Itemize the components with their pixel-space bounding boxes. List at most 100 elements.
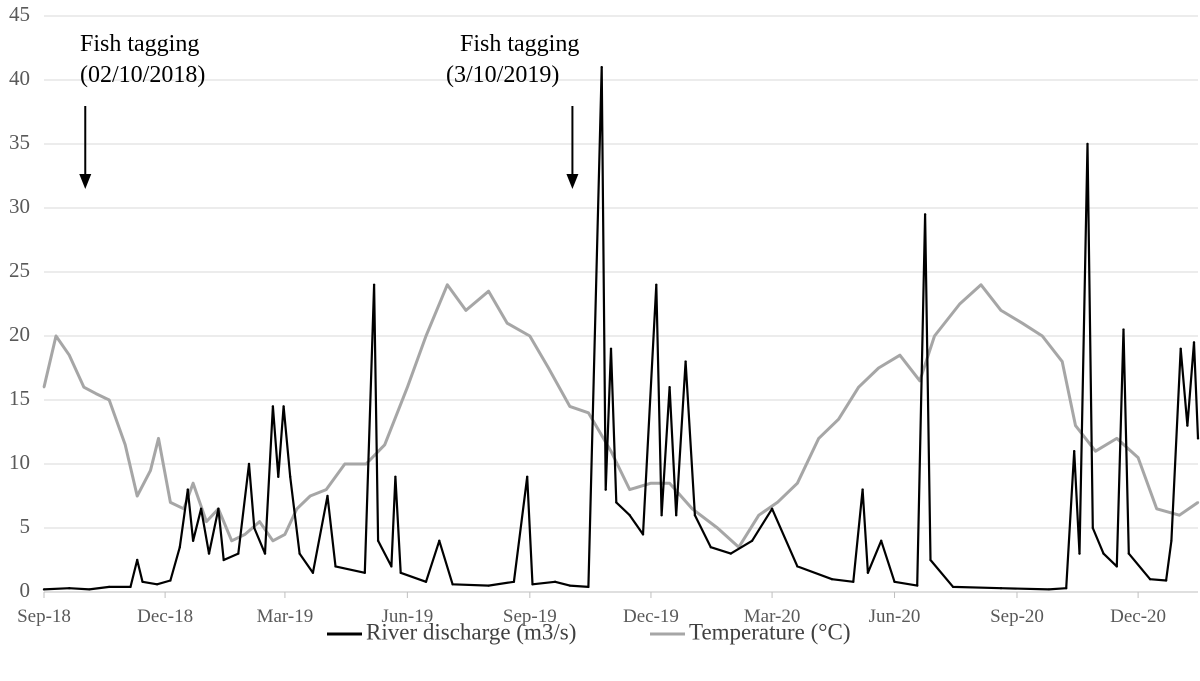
- temperature-point: [528, 334, 531, 338]
- temperature-point: [343, 462, 346, 466]
- annotation-1-line2: (02/10/2018): [80, 62, 205, 88]
- temperature-point: [716, 526, 719, 530]
- discharge-point: [326, 494, 329, 498]
- discharge-point: [830, 578, 834, 581]
- temperature-point: [283, 533, 287, 536]
- discharge-point: [129, 585, 132, 589]
- discharge-point: [553, 580, 557, 583]
- discharge-point: [217, 507, 220, 510]
- temperature-point: [918, 379, 921, 382]
- temperature-point: [325, 488, 328, 491]
- temperature-point: [124, 443, 127, 446]
- temperature-point: [1196, 501, 1200, 504]
- x-tick-label: Sep-20: [990, 606, 1044, 627]
- temperature-point: [230, 539, 233, 542]
- discharge-point: [253, 526, 256, 530]
- temperature-point: [649, 482, 653, 485]
- temperature-point: [108, 398, 111, 402]
- discharge-point: [641, 533, 645, 536]
- annotation-arrowhead-1: [79, 174, 92, 189]
- x-tick-label: Mar-20: [744, 606, 801, 627]
- temperature-point: [506, 322, 509, 325]
- temperature-point: [1074, 424, 1077, 427]
- discharge-point: [880, 539, 883, 542]
- temperature-point: [68, 354, 71, 357]
- discharge-point: [1127, 552, 1131, 555]
- temperature-point: [54, 334, 58, 338]
- discharge-point: [600, 66, 603, 69]
- discharge-point: [1170, 539, 1173, 542]
- x-tick-label: Sep-19: [503, 606, 557, 627]
- discharge-point: [277, 475, 280, 478]
- discharge-point: [186, 488, 189, 491]
- discharge-point: [451, 583, 454, 586]
- annotation-1-line1: Fish tagging: [80, 31, 199, 57]
- discharge-point: [363, 571, 366, 574]
- temperature-point: [568, 405, 571, 408]
- temperature-point: [295, 507, 299, 510]
- discharge-point: [191, 539, 195, 542]
- discharge-point: [512, 580, 516, 583]
- discharge-point: [587, 585, 590, 589]
- discharge-point: [42, 588, 46, 591]
- discharge-point: [222, 558, 225, 562]
- temperature-point: [1155, 507, 1158, 510]
- discharge-point: [660, 514, 663, 517]
- gridlines: [44, 15, 1198, 529]
- discharge-point: [951, 585, 955, 589]
- series-line-discharge: [43, 66, 1200, 591]
- discharge-point: [628, 514, 631, 517]
- discharge-point: [999, 587, 1003, 590]
- discharge-point: [770, 507, 774, 510]
- temperature-point: [406, 386, 409, 389]
- temperature-point: [1178, 514, 1181, 517]
- temperature-point: [609, 450, 613, 453]
- y-tick-label: 35: [9, 130, 30, 154]
- temperature-point: [837, 418, 840, 421]
- discharge-point: [1186, 424, 1189, 427]
- temperature-point: [587, 411, 590, 414]
- temperature-point: [691, 507, 694, 510]
- temperature-point: [94, 392, 98, 395]
- y-tick-label: 5: [20, 514, 31, 538]
- temperature-point: [1021, 322, 1024, 325]
- discharge-point: [438, 539, 441, 542]
- discharge-point: [372, 283, 376, 286]
- discharge-point: [1179, 347, 1182, 350]
- discharge-point: [1065, 587, 1068, 590]
- discharge-point: [796, 565, 799, 568]
- temperature-point: [42, 386, 46, 389]
- discharge-point: [311, 571, 315, 574]
- plot-series: [42, 66, 1200, 591]
- temperature-point: [205, 520, 208, 523]
- discharge-point: [237, 552, 240, 555]
- discharge-point: [263, 552, 267, 555]
- temperature-point: [136, 494, 139, 498]
- discharge-point: [750, 539, 754, 542]
- temperature-point: [628, 488, 631, 491]
- legend: River discharge (m3/s) Temperature (°C): [327, 619, 850, 644]
- temperature-point: [958, 302, 961, 306]
- discharge-point: [1091, 526, 1095, 530]
- x-tick-label: Mar-19: [257, 606, 314, 627]
- x-tick-label: Sep-18: [17, 606, 71, 627]
- discharge-point: [1047, 588, 1051, 591]
- discharge-point: [668, 386, 671, 389]
- x-tick-label: Jun-20: [869, 606, 921, 627]
- discharge-point: [1164, 579, 1168, 582]
- temperature-point: [424, 334, 428, 338]
- temperature-point: [157, 437, 160, 440]
- discharge-point: [684, 360, 687, 363]
- discharge-point: [675, 514, 678, 517]
- temperature-point: [364, 462, 368, 466]
- legend-label-discharge: River discharge (m3/s): [366, 619, 576, 644]
- discharge-point: [136, 558, 139, 562]
- discharge-point: [424, 580, 428, 583]
- x-tick-label: Dec-20: [1110, 606, 1166, 627]
- temperature-point: [898, 354, 902, 357]
- discharge-point: [247, 462, 251, 466]
- temperature-point: [933, 334, 936, 338]
- y-tick-label: 15: [9, 386, 30, 410]
- y-tick-label: 40: [9, 66, 30, 90]
- temperature-point: [271, 539, 275, 542]
